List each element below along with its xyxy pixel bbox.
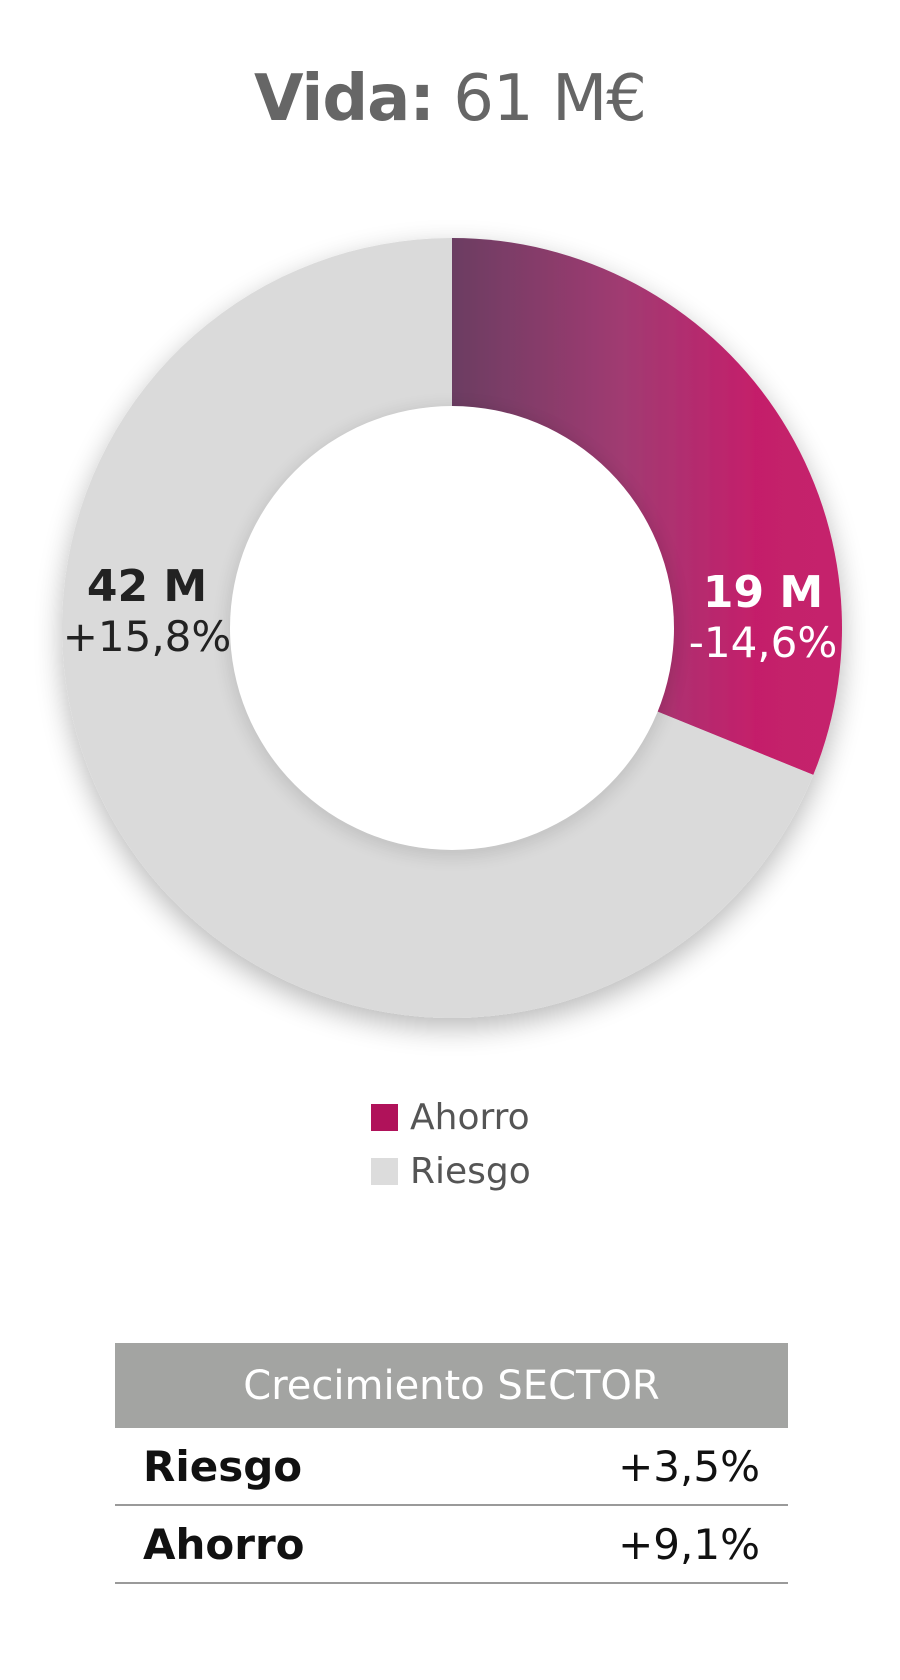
donut-chart [62, 238, 843, 1018]
riesgo-value-label: 42 M [86, 561, 208, 612]
table-header: Crecimiento SECTOR [115, 1343, 788, 1428]
sector-growth-table: Crecimiento SECTOR Riesgo +3,5% Ahorro +… [115, 1343, 788, 1584]
chart-title: Vida: 61 M€ [0, 62, 900, 136]
legend-label-ahorro: Ahorro [410, 1096, 530, 1138]
legend-item-riesgo: Riesgo [371, 1144, 531, 1198]
legend-label-riesgo: Riesgo [410, 1150, 531, 1192]
legend-swatch-ahorro [371, 1103, 398, 1131]
table-row: Riesgo +3,5% [115, 1428, 788, 1506]
chart-legend: Ahorro Riesgo [371, 1090, 531, 1198]
ahorro-value-label: 19 M [702, 567, 824, 618]
legend-swatch-riesgo [371, 1157, 398, 1185]
title-label: Vida: [254, 62, 435, 136]
row-value-riesgo: +3,5% [618, 1441, 760, 1491]
title-value: 61 M€ [453, 62, 647, 136]
riesgo-change-label: +15,8% [62, 611, 232, 661]
ahorro-change-label: -14,6% [688, 617, 838, 667]
table-row: Ahorro +9,1% [115, 1506, 788, 1584]
slice-label-ahorro: 19 M -14,6% [668, 567, 858, 667]
slice-label-riesgo: 42 M +15,8% [52, 561, 242, 661]
donut-hole [230, 406, 674, 850]
row-label-ahorro: Ahorro [143, 1519, 305, 1569]
legend-item-ahorro: Ahorro [371, 1090, 531, 1144]
row-value-ahorro: +9,1% [618, 1519, 760, 1569]
row-label-riesgo: Riesgo [143, 1441, 303, 1491]
